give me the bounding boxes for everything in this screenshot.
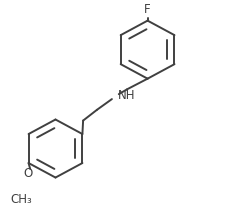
Text: F: F bbox=[144, 3, 151, 16]
Text: O: O bbox=[23, 167, 32, 180]
Text: CH₃: CH₃ bbox=[10, 193, 32, 206]
Text: NH: NH bbox=[118, 89, 135, 102]
